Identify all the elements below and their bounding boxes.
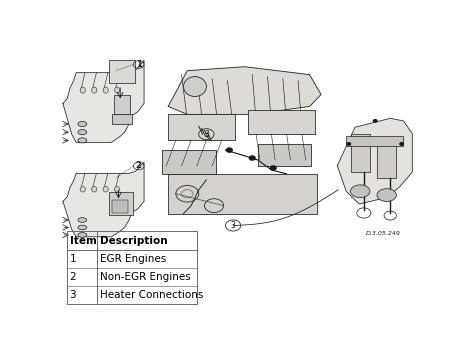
Ellipse shape <box>103 186 109 192</box>
Circle shape <box>270 166 276 170</box>
Circle shape <box>227 148 232 152</box>
Bar <box>109 61 135 83</box>
Text: 3: 3 <box>70 290 76 300</box>
Bar <box>248 110 315 134</box>
Text: D.3.05.249: D.3.05.249 <box>366 231 401 236</box>
Bar <box>351 134 370 172</box>
Text: Heater Connections: Heater Connections <box>100 290 203 300</box>
Ellipse shape <box>91 186 97 192</box>
Text: EGR Engines: EGR Engines <box>100 254 166 264</box>
Ellipse shape <box>78 218 87 222</box>
Ellipse shape <box>103 87 109 93</box>
Text: 1: 1 <box>70 254 76 264</box>
Text: 1: 1 <box>136 60 142 69</box>
Ellipse shape <box>78 130 87 135</box>
Bar <box>168 174 317 213</box>
Bar <box>163 150 216 174</box>
Circle shape <box>400 143 403 145</box>
Circle shape <box>347 143 351 145</box>
Text: 3: 3 <box>204 130 209 139</box>
Ellipse shape <box>91 87 97 93</box>
Bar <box>112 114 132 124</box>
Bar <box>112 200 128 212</box>
Bar <box>168 115 235 140</box>
Polygon shape <box>168 67 321 115</box>
Ellipse shape <box>377 189 396 201</box>
Ellipse shape <box>80 186 85 192</box>
Circle shape <box>374 120 377 122</box>
Polygon shape <box>337 118 412 204</box>
Text: 2: 2 <box>136 162 142 171</box>
Ellipse shape <box>78 121 87 127</box>
Text: Description: Description <box>100 236 167 246</box>
Text: 3: 3 <box>231 221 236 230</box>
Polygon shape <box>63 61 144 143</box>
Text: 2: 2 <box>70 272 76 282</box>
Bar <box>67 231 197 304</box>
Bar <box>346 136 403 146</box>
Ellipse shape <box>78 225 87 230</box>
Bar <box>114 95 130 114</box>
Bar <box>377 138 396 179</box>
Ellipse shape <box>78 138 87 143</box>
Ellipse shape <box>80 87 85 93</box>
Text: Non-EGR Engines: Non-EGR Engines <box>100 272 191 282</box>
Bar <box>258 144 311 166</box>
Text: Item: Item <box>70 236 96 246</box>
Ellipse shape <box>78 233 87 237</box>
Polygon shape <box>63 162 144 237</box>
Ellipse shape <box>351 185 370 198</box>
Ellipse shape <box>115 87 120 93</box>
Circle shape <box>249 156 255 160</box>
Ellipse shape <box>115 186 120 192</box>
Ellipse shape <box>183 77 206 97</box>
Bar <box>109 192 134 215</box>
